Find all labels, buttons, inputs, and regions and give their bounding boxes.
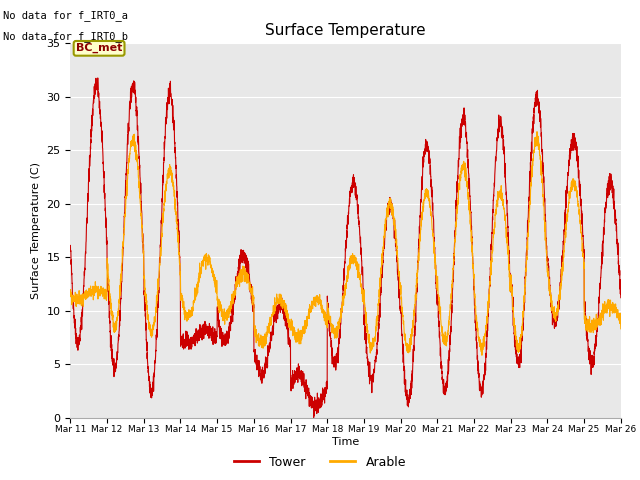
Text: No data for f_IRT0_b: No data for f_IRT0_b: [3, 31, 128, 42]
Arable: [67, 294, 74, 300]
Tower: [220, 336, 228, 342]
Tower: [399, 349, 407, 355]
Tower: [67, 242, 74, 248]
Line: Arable: Arable: [70, 132, 621, 355]
Arable: [399, 318, 407, 324]
Tower: [565, 157, 573, 163]
Arable: [184, 310, 192, 315]
Tower: [617, 295, 625, 300]
Tower: [310, 415, 317, 420]
Tower: [617, 290, 625, 296]
Arable: [409, 322, 417, 327]
Y-axis label: Surface Temperature (C): Surface Temperature (C): [31, 162, 41, 299]
Title: Surface Temperature: Surface Temperature: [266, 23, 426, 38]
Tower: [409, 355, 417, 360]
Legend: Tower, Arable: Tower, Arable: [229, 451, 411, 474]
Text: BC_met: BC_met: [76, 43, 122, 53]
Tower: [94, 75, 102, 81]
Text: No data for f_IRT0_a: No data for f_IRT0_a: [3, 10, 128, 21]
Arable: [478, 352, 486, 358]
Line: Tower: Tower: [70, 78, 621, 418]
Arable: [617, 322, 625, 328]
X-axis label: Time: Time: [332, 437, 359, 447]
Arable: [617, 326, 625, 332]
Tower: [184, 337, 192, 343]
Arable: [565, 199, 573, 205]
Arable: [533, 129, 541, 134]
Arable: [220, 315, 228, 321]
